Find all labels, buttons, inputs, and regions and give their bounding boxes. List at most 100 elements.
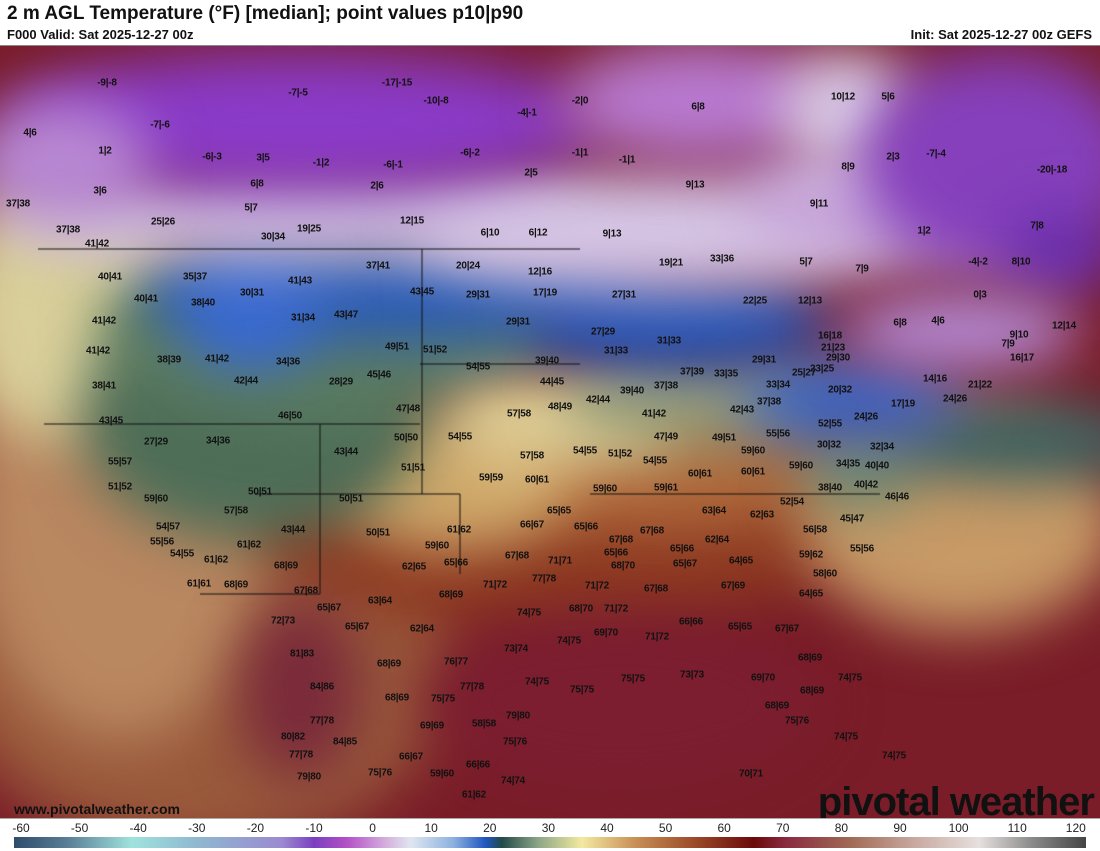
point-value-label: 3|6 (93, 185, 107, 197)
point-value-label: 66|66 (465, 759, 491, 771)
point-value-label: 64|65 (798, 588, 824, 600)
point-value-label: 49|51 (384, 341, 410, 353)
point-value-label: 1|2 (917, 225, 931, 237)
point-value-label: 45|46 (366, 369, 392, 381)
point-value-label: 37|38 (55, 224, 81, 236)
point-value-label: 32|34 (869, 441, 895, 453)
point-value-label: 66|66 (678, 616, 704, 628)
point-value-label: 59|60 (429, 768, 455, 780)
point-value-label: 56|58 (802, 524, 828, 536)
point-value-label: 37|38 (653, 380, 679, 392)
point-value-label: 43|44 (280, 524, 306, 536)
point-value-label: -20|-18 (1036, 164, 1068, 176)
point-value-label: 62|64 (409, 623, 435, 635)
point-value-label: 75|75 (569, 684, 595, 696)
point-value-label: 40|42 (853, 479, 879, 491)
point-value-label: 25|27 (791, 367, 817, 379)
point-value-label: 65|66 (443, 557, 469, 569)
point-value-label: 58|60 (812, 568, 838, 580)
point-value-label: 50|51 (365, 527, 391, 539)
point-value-label: 57|58 (519, 450, 545, 462)
point-value-label: 46|50 (277, 410, 303, 422)
point-value-label: 68|69 (273, 560, 299, 572)
colorbar-tick: 60 (717, 821, 731, 835)
point-value-label: 8|10 (1011, 256, 1031, 268)
point-value-label: 73|74 (503, 643, 529, 655)
point-value-label: 42|44 (233, 375, 259, 387)
temperature-field (0, 46, 1100, 819)
point-value-label: 37|38 (756, 396, 782, 408)
point-value-label: 7|9 (1001, 338, 1015, 350)
point-value-label: -4|-1 (517, 107, 537, 119)
point-value-label: 55|56 (849, 543, 875, 555)
point-value-label: -7|-4 (926, 148, 946, 160)
point-value-label: 54|55 (642, 455, 668, 467)
point-value-label: 9|10 (1009, 329, 1029, 341)
point-value-label: 80|82 (280, 731, 306, 743)
point-value-label: 23|25 (809, 363, 835, 375)
point-value-label: 43|47 (333, 309, 359, 321)
point-value-label: 7|8 (1030, 220, 1044, 232)
point-value-label: 30|34 (260, 231, 286, 243)
point-value-label: 49|51 (711, 432, 737, 444)
point-value-label: 31|33 (603, 345, 629, 357)
point-value-label: 69|70 (593, 627, 619, 639)
point-value-label: 28|29 (328, 376, 354, 388)
point-value-label: 21|22 (967, 379, 993, 391)
point-value-label: 6|8 (250, 178, 264, 190)
point-value-label: 43|45 (409, 286, 435, 298)
point-value-label: 59|60 (788, 460, 814, 472)
point-value-label: 71|72 (644, 631, 670, 643)
point-value-label: 39|40 (619, 385, 645, 397)
point-value-label: 62|64 (704, 534, 730, 546)
temperature-map[interactable]: -9|-8 -7|-5 -17|-15 -10|-8 -2|0 6|8 10|12 5|6 4|… (0, 45, 1100, 819)
point-value-label: 67|68 (293, 585, 319, 597)
point-value-label: 12|13 (797, 295, 823, 307)
point-value-label: 50|51 (338, 493, 364, 505)
point-value-label: 67|68 (504, 550, 530, 562)
point-value-label: 24|26 (853, 411, 879, 423)
point-value-label: 41|42 (84, 238, 110, 250)
point-value-label: 67|68 (608, 534, 634, 546)
point-value-label: 71|72 (584, 580, 610, 592)
point-value-label: 43|45 (98, 415, 124, 427)
point-value-label: 6|8 (893, 317, 907, 329)
point-value-label: 75|75 (430, 693, 456, 705)
point-value-label: 37|41 (365, 260, 391, 272)
point-value-label: 38|40 (190, 297, 216, 309)
point-value-label: 74|75 (833, 731, 859, 743)
point-value-label: 62|65 (401, 561, 427, 573)
point-value-label: 29|31 (751, 354, 777, 366)
point-value-label: 72|73 (270, 615, 296, 627)
point-value-label: 38|39 (156, 354, 182, 366)
point-value-label: 48|49 (547, 401, 573, 413)
point-value-label: 31|33 (656, 335, 682, 347)
point-value-label: 59|62 (798, 549, 824, 561)
point-value-label: 22|25 (742, 295, 768, 307)
point-value-label: 30|31 (239, 287, 265, 299)
point-value-label: 34|36 (205, 435, 231, 447)
point-value-label: 59|60 (740, 445, 766, 457)
point-value-label: 5|7 (799, 256, 813, 268)
point-value-label: 67|69 (720, 580, 746, 592)
point-value-label: 12|15 (399, 215, 425, 227)
point-value-label: -1|1 (618, 154, 636, 166)
point-value-label: 60|61 (740, 466, 766, 478)
point-value-label: 58|58 (471, 718, 497, 730)
point-value-label: 67|68 (639, 525, 665, 537)
point-value-label: 55|56 (765, 428, 791, 440)
point-value-label: 61|62 (461, 789, 487, 801)
colorbar-tick: 100 (948, 821, 969, 835)
point-value-label: 68|69 (223, 579, 249, 591)
point-value-label: 73|73 (679, 669, 705, 681)
point-value-label: 51|52 (107, 481, 133, 493)
point-value-label: 37|38 (5, 198, 31, 210)
point-value-label: 57|58 (506, 408, 532, 420)
point-value-label: 65|67 (316, 602, 342, 614)
point-value-label: 76|77 (443, 656, 469, 668)
valid-time: F000 Valid: Sat 2025-12-27 00z (7, 27, 194, 42)
point-value-label: 42|44 (585, 394, 611, 406)
point-value-label: 74|74 (500, 775, 526, 787)
point-value-label: 59|60 (424, 540, 450, 552)
point-value-label: 65|66 (669, 543, 695, 555)
